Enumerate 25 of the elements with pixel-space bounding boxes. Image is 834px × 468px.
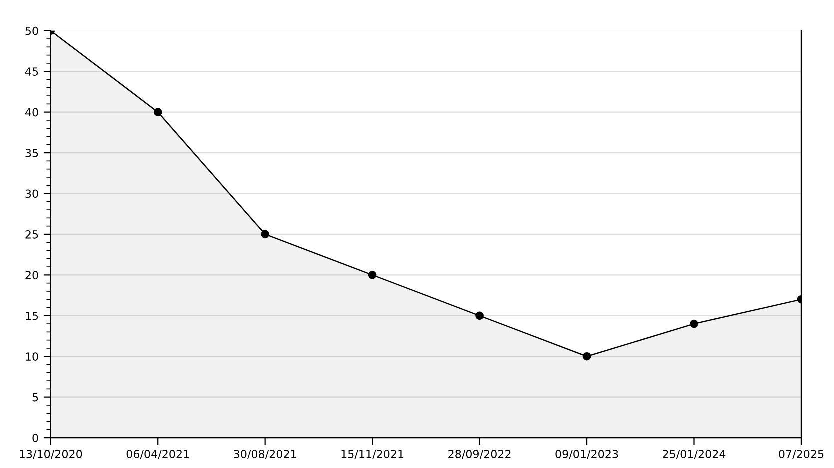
y-tick-label: 15 [26,312,38,320]
point [368,271,377,280]
x-tick-label: 25/01/2024 [663,450,726,460]
y-tick-label: 35 [26,149,38,158]
point [154,108,162,116]
y-tick-label: 30 [26,190,38,198]
y-tick-label: 25 [26,230,38,239]
point [690,320,698,328]
x-tick-label: 13/10/2020 [20,450,82,460]
point [261,230,270,239]
y-tick-label: 0 [32,434,38,442]
y-tick-label: 5 [32,393,38,402]
y-tick-label: 50 [26,26,38,36]
x-tick-label: 09/01/2023 [556,450,618,460]
x-tick-label: 06/04/2021 [126,450,190,460]
x-tick-label: 07/2025 [779,450,824,460]
y-tick-label: 45 [25,68,38,76]
y-tick-label: 40 [25,108,38,117]
x-tick-label: 28/09/2022 [448,450,511,460]
x-tick-label: 30/08/2021 [234,450,296,460]
point [476,312,484,320]
point [582,352,592,361]
x-tick-label: 15/11/2021 [342,450,404,460]
y-tick-label: 20 [26,271,38,280]
y-tick-label: 10 [26,352,38,361]
